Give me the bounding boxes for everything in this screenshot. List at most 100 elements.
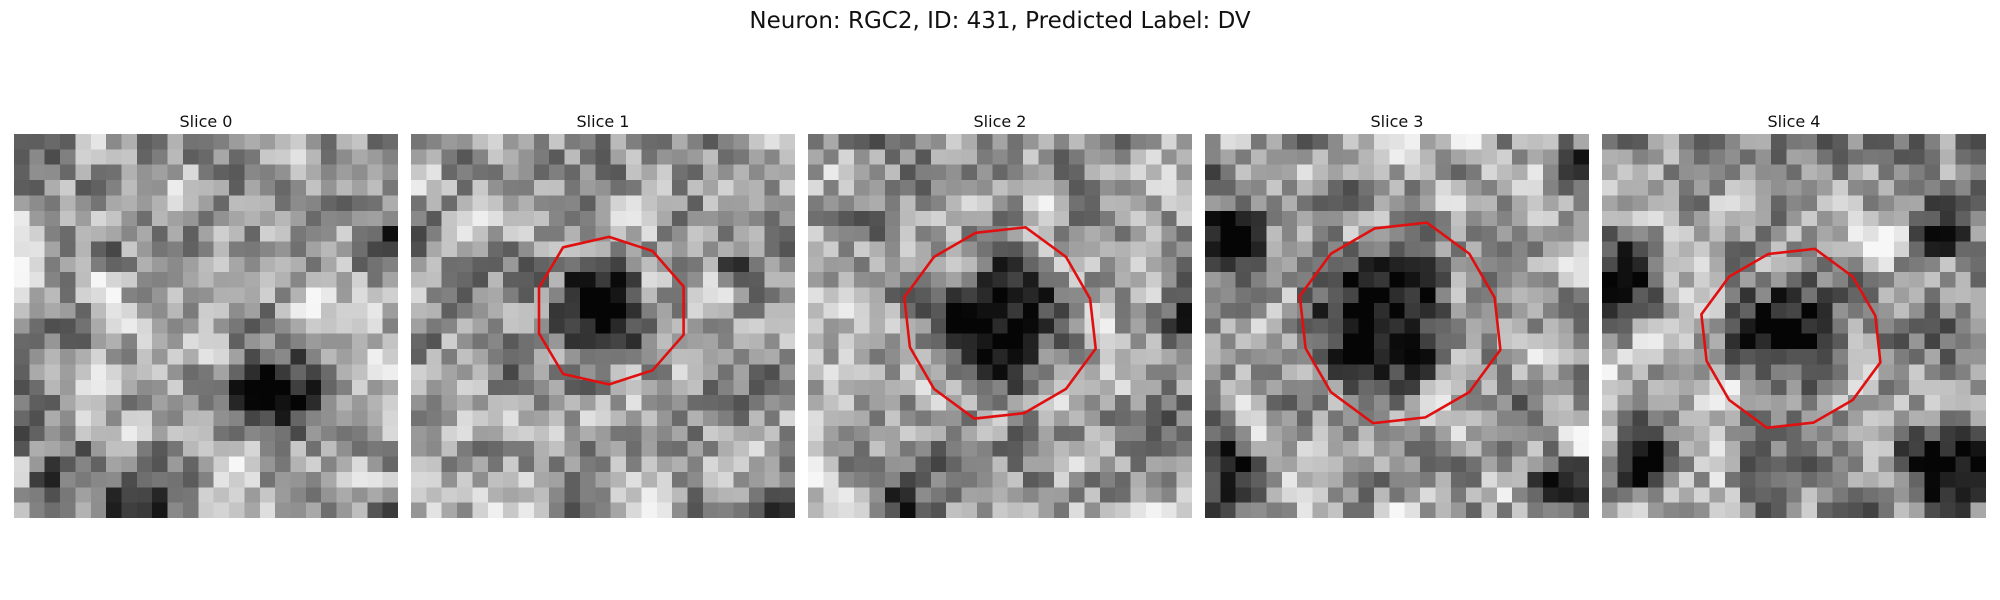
image-pixel bbox=[411, 210, 427, 227]
image-pixel bbox=[1847, 256, 1864, 273]
image-pixel bbox=[838, 379, 855, 396]
image-pixel bbox=[60, 333, 76, 350]
image-pixel bbox=[1481, 318, 1498, 335]
image-pixel bbox=[1573, 272, 1589, 288]
image-pixel bbox=[1358, 425, 1375, 442]
image-pixel bbox=[808, 195, 824, 212]
slice-image bbox=[14, 134, 398, 518]
image-pixel bbox=[457, 333, 473, 350]
image-pixel bbox=[457, 302, 473, 319]
image-pixel bbox=[1542, 441, 1559, 457]
image-pixel bbox=[1130, 441, 1147, 457]
image-pixel bbox=[1373, 149, 1390, 166]
image-pixel bbox=[1281, 210, 1298, 227]
image-pixel bbox=[1663, 226, 1680, 242]
image-pixel bbox=[259, 471, 276, 488]
slice-image bbox=[808, 134, 1192, 518]
image-pixel bbox=[1220, 195, 1237, 212]
image-pixel bbox=[595, 333, 612, 350]
image-pixel bbox=[351, 349, 368, 365]
image-pixel bbox=[1709, 302, 1726, 319]
image-pixel bbox=[1755, 164, 1772, 181]
image-pixel bbox=[1161, 487, 1178, 504]
image-pixel bbox=[1450, 287, 1467, 304]
image-pixel bbox=[1878, 164, 1895, 181]
image-pixel bbox=[229, 195, 245, 212]
image-pixel bbox=[1161, 302, 1178, 319]
image-pixel bbox=[1496, 149, 1513, 166]
image-pixel bbox=[213, 471, 230, 488]
image-pixel bbox=[1724, 410, 1741, 427]
image-pixel bbox=[1220, 134, 1237, 150]
image-pixel bbox=[305, 471, 322, 488]
image-pixel bbox=[441, 487, 458, 504]
image-pixel bbox=[75, 364, 92, 381]
image-pixel bbox=[1281, 241, 1298, 258]
image-pixel bbox=[869, 241, 886, 258]
image-pixel bbox=[1496, 318, 1513, 335]
image-pixel bbox=[1161, 410, 1178, 427]
image-pixel bbox=[182, 349, 199, 365]
image-pixel bbox=[579, 333, 596, 350]
image-pixel bbox=[764, 379, 781, 396]
image-pixel bbox=[106, 471, 122, 488]
image-pixel bbox=[1724, 210, 1741, 227]
image-pixel bbox=[1573, 241, 1589, 258]
image-pixel bbox=[1678, 149, 1695, 166]
image-pixel bbox=[884, 425, 901, 442]
image-pixel bbox=[290, 425, 307, 442]
image-pixel bbox=[336, 318, 353, 335]
image-pixel bbox=[1817, 441, 1833, 457]
image-pixel bbox=[1251, 425, 1267, 442]
image-pixel bbox=[1205, 333, 1221, 350]
image-pixel bbox=[1343, 333, 1359, 350]
image-pixel bbox=[1863, 456, 1879, 473]
image-pixel bbox=[1176, 195, 1192, 212]
image-pixel bbox=[518, 487, 535, 504]
image-pixel bbox=[1220, 256, 1237, 273]
image-pixel bbox=[1558, 180, 1575, 196]
image-pixel bbox=[1924, 164, 1941, 181]
image-pixel bbox=[518, 256, 535, 273]
image-pixel bbox=[1863, 395, 1879, 411]
image-pixel bbox=[1130, 333, 1147, 350]
image-pixel bbox=[1832, 410, 1849, 427]
image-pixel bbox=[441, 410, 458, 427]
image-pixel bbox=[29, 164, 46, 181]
image-pixel bbox=[1389, 349, 1406, 365]
image-pixel bbox=[1694, 379, 1710, 396]
image-pixel bbox=[915, 226, 932, 242]
image-pixel bbox=[1115, 349, 1131, 365]
image-pixel bbox=[1343, 502, 1359, 518]
image-pixel bbox=[900, 210, 916, 227]
image-pixel bbox=[930, 349, 947, 365]
image-pixel bbox=[1663, 164, 1680, 181]
image-pixel bbox=[1694, 410, 1710, 427]
image-pixel bbox=[441, 241, 458, 258]
image-pixel bbox=[1709, 487, 1726, 504]
image-pixel bbox=[976, 256, 993, 273]
image-pixel bbox=[305, 226, 322, 242]
image-pixel bbox=[641, 134, 658, 150]
image-pixel bbox=[1527, 395, 1544, 411]
image-pixel bbox=[1970, 456, 1986, 473]
image-pixel bbox=[808, 318, 824, 335]
image-pixel bbox=[702, 287, 719, 304]
image-pixel bbox=[1632, 441, 1649, 457]
image-pixel bbox=[1084, 410, 1101, 427]
image-pixel bbox=[1694, 395, 1710, 411]
image-pixel bbox=[915, 487, 932, 504]
image-pixel bbox=[518, 195, 535, 212]
image-pixel bbox=[441, 364, 458, 381]
image-pixel bbox=[367, 441, 384, 457]
image-pixel bbox=[595, 487, 612, 504]
image-pixel bbox=[106, 210, 122, 227]
image-pixel bbox=[610, 195, 627, 212]
image-pixel bbox=[1389, 487, 1406, 504]
image-pixel bbox=[121, 195, 138, 212]
image-pixel bbox=[1632, 379, 1649, 396]
image-pixel bbox=[946, 256, 962, 273]
image-pixel bbox=[472, 364, 489, 381]
image-pixel bbox=[626, 287, 642, 304]
image-pixel bbox=[1176, 456, 1192, 473]
